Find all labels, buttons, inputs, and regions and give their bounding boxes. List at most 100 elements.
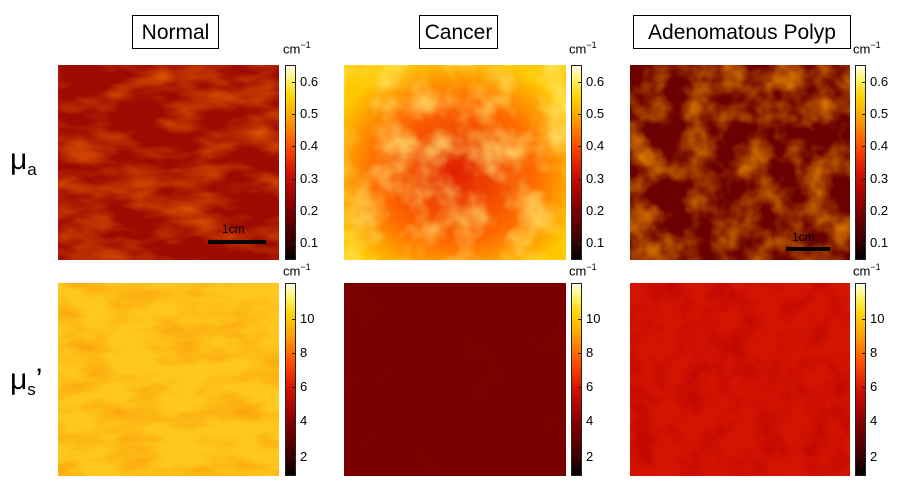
colorbar-tick-mark xyxy=(292,319,296,320)
scale-bar-label-normal: 1cm xyxy=(222,222,245,236)
colorbar-tick-label: 0.5 xyxy=(586,106,605,121)
colorbar-tick-mark xyxy=(862,457,866,458)
row-label-mus-prime: ’ xyxy=(35,363,43,396)
scale-bar-normal xyxy=(208,240,266,244)
colorbar-tick-mark xyxy=(578,353,582,354)
image-normal-mua: 1cm xyxy=(58,65,279,260)
colorbar-tick-mark xyxy=(292,114,296,115)
colorbar-polyp-mus xyxy=(855,283,866,476)
image-cancer-mua-texture xyxy=(344,65,566,260)
colorbar-tick-mark xyxy=(578,243,582,244)
colorbar-tick-label: 0.5 xyxy=(870,106,889,121)
colorbar-tick-label: 2 xyxy=(300,449,308,464)
image-normal-mua-texture xyxy=(58,65,279,260)
colorbar-tick-mark xyxy=(292,243,296,244)
colorbar-tick-label: 10 xyxy=(870,311,885,326)
colorbar-unit-base: cm xyxy=(569,41,587,57)
colorbar-tick-label: 0.3 xyxy=(300,171,319,186)
image-cancer-mus xyxy=(344,283,566,476)
colorbar-tick-mark xyxy=(862,353,866,354)
colorbar-tick-mark xyxy=(292,387,296,388)
colorbar-tick-mark xyxy=(862,387,866,388)
colorbar-unit-polyp-mua: cm−1 xyxy=(853,40,881,56)
image-cancer-mus-texture xyxy=(344,283,566,476)
colorbar-tick-mark xyxy=(578,387,582,388)
colorbar-tick-label: 0.4 xyxy=(300,138,319,153)
colorbar-polyp-mua xyxy=(855,65,866,260)
colorbar-tick-label: 0.1 xyxy=(300,235,319,250)
colorbar-unit-base: cm xyxy=(283,263,301,279)
colorbar-tick-label: 0.4 xyxy=(586,138,605,153)
colorbar-tick-label: 0.6 xyxy=(300,74,319,89)
colorbar-unit-base: cm xyxy=(569,263,587,279)
colorbar-tick-mark xyxy=(292,82,296,83)
image-normal-mus-texture xyxy=(58,283,279,476)
colorbar-tick-mark xyxy=(862,211,866,212)
colorbar-unit-exp: −1 xyxy=(300,262,311,272)
image-polyp-mus-texture xyxy=(630,283,850,476)
colorbar-tick-label: 0.4 xyxy=(870,138,889,153)
colorbar-unit-base: cm xyxy=(853,263,871,279)
colorbar-unit-cancer-mus: cm−1 xyxy=(569,262,597,278)
colorbar-tick-mark xyxy=(578,146,582,147)
colorbar-unit-base: cm xyxy=(853,41,871,57)
scale-bar-label-polyp: 1cm xyxy=(792,230,815,244)
colorbar-unit-exp: −1 xyxy=(586,262,597,272)
colorbar-tick-mark xyxy=(862,179,866,180)
colorbar-tick-label: 4 xyxy=(586,413,594,428)
column-title-normal: Normal xyxy=(132,15,219,49)
colorbar-tick-mark xyxy=(578,114,582,115)
row-label-mus-subscript: s xyxy=(27,380,36,399)
colorbar-tick-label: 0.2 xyxy=(870,203,889,218)
colorbar-tick-mark xyxy=(578,421,582,422)
colorbar-tick-label: 6 xyxy=(586,379,594,394)
image-normal-mus xyxy=(58,283,279,476)
colorbar-tick-label: 0.2 xyxy=(586,203,605,218)
colorbar-tick-label: 8 xyxy=(870,345,878,360)
colorbar-tick-mark xyxy=(292,353,296,354)
colorbar-cancer-mus xyxy=(571,283,582,476)
colorbar-unit-exp: −1 xyxy=(870,262,881,272)
colorbar-tick-mark xyxy=(862,114,866,115)
colorbar-tick-label: 10 xyxy=(586,311,601,326)
colorbar-tick-mark xyxy=(292,421,296,422)
colorbar-unit-cancer-mua: cm−1 xyxy=(569,40,597,56)
colorbar-tick-mark xyxy=(862,146,866,147)
colorbar-normal-mus xyxy=(285,283,296,476)
image-polyp-mus xyxy=(630,283,850,476)
colorbar-normal-mua xyxy=(285,65,296,260)
colorbar-tick-mark xyxy=(862,243,866,244)
colorbar-tick-label: 0.6 xyxy=(870,74,889,89)
colorbar-tick-label: 0.1 xyxy=(586,235,605,250)
row-label-mua-symbol: μ xyxy=(10,143,28,176)
column-title-adenomatous-polyp: Adenomatous Polyp xyxy=(633,15,851,49)
colorbar-tick-label: 0.6 xyxy=(586,74,605,89)
colorbar-tick-mark xyxy=(292,179,296,180)
colorbar-tick-label: 0.3 xyxy=(586,171,605,186)
colorbar-unit-exp: −1 xyxy=(870,40,881,50)
colorbar-unit-normal-mus: cm−1 xyxy=(283,262,311,278)
row-label-mus: μs’ xyxy=(10,363,42,400)
colorbar-tick-mark xyxy=(292,457,296,458)
column-title-cancer: Cancer xyxy=(419,15,498,49)
image-polyp-mua: 1cm xyxy=(630,65,850,260)
colorbar-cancer-mua xyxy=(571,65,582,260)
colorbar-tick-label: 4 xyxy=(300,413,308,428)
image-polyp-mua-texture xyxy=(630,65,850,260)
colorbar-unit-normal-mua: cm−1 xyxy=(283,40,311,56)
colorbar-tick-mark xyxy=(292,211,296,212)
colorbar-tick-label: 0.3 xyxy=(870,171,889,186)
colorbar-tick-mark xyxy=(862,319,866,320)
colorbar-tick-mark xyxy=(578,179,582,180)
colorbar-unit-exp: −1 xyxy=(300,40,311,50)
colorbar-tick-label: 0.2 xyxy=(300,203,319,218)
colorbar-tick-mark xyxy=(292,146,296,147)
colorbar-tick-mark xyxy=(578,457,582,458)
colorbar-unit-exp: −1 xyxy=(586,40,597,50)
colorbar-tick-label: 0.5 xyxy=(300,106,319,121)
colorbar-tick-label: 4 xyxy=(870,413,878,428)
colorbar-unit-polyp-mus: cm−1 xyxy=(853,262,881,278)
colorbar-tick-label: 8 xyxy=(586,345,594,360)
colorbar-tick-label: 6 xyxy=(300,379,308,394)
row-label-mua-subscript: a xyxy=(27,160,37,179)
